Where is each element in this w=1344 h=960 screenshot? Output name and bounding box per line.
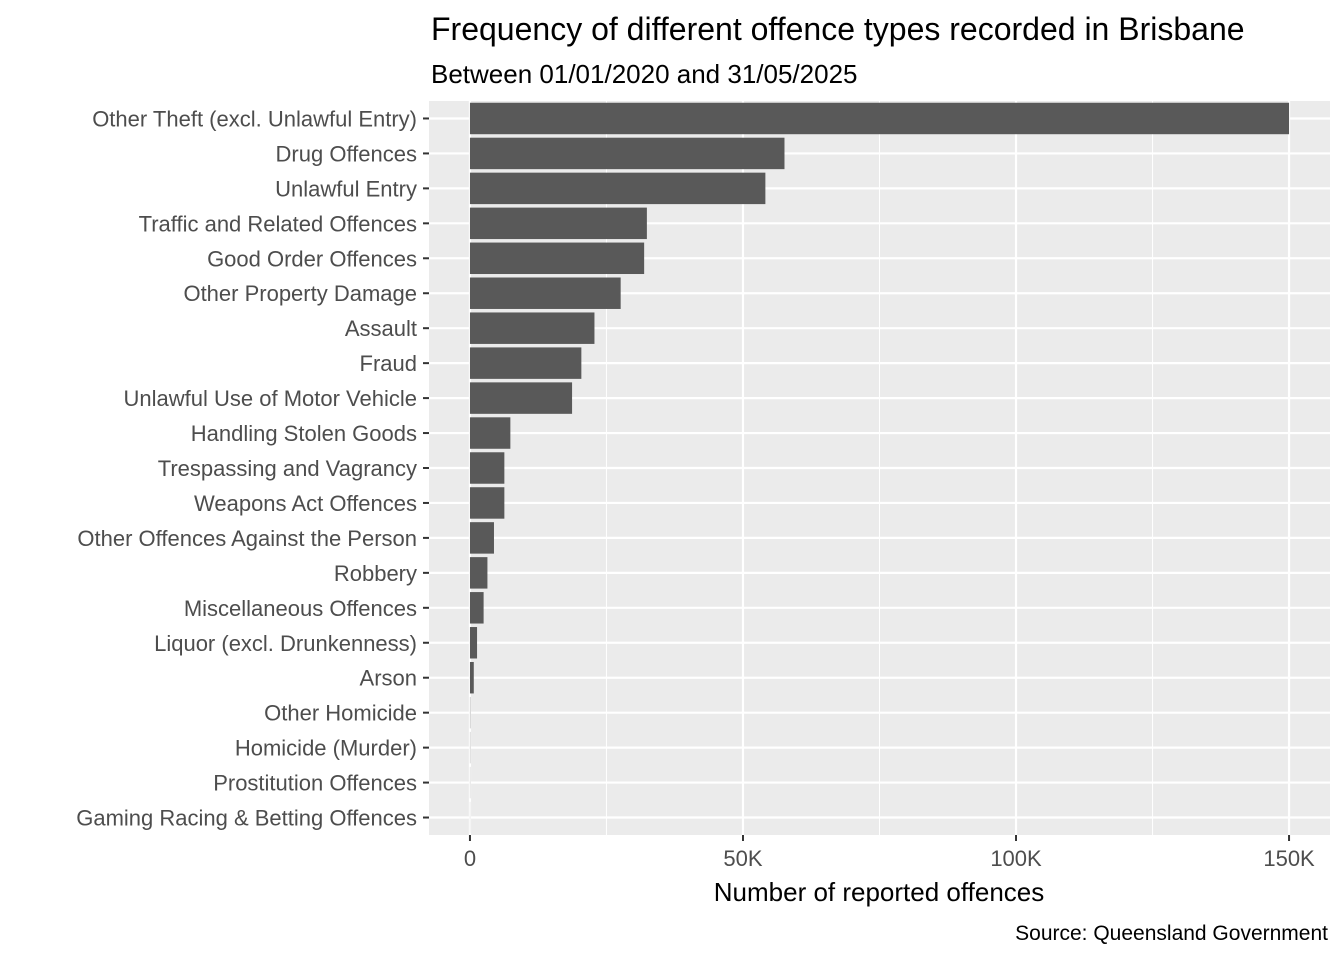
y-tick-label: Arson	[360, 666, 417, 691]
x-tick-label: 150K	[1263, 846, 1315, 871]
bar	[469, 347, 582, 379]
y-tick-label: Traffic and Related Offences	[139, 211, 417, 236]
y-tick-label: Drug Offences	[276, 141, 417, 166]
y-tick-label: Other Homicide	[264, 701, 417, 726]
bar	[469, 242, 645, 275]
y-tick-label: Trespassing and Vagrancy	[158, 456, 417, 481]
bar	[469, 277, 621, 309]
chart-subtitle: Between 01/01/2020 and 31/05/2025	[431, 59, 858, 89]
bar	[469, 312, 595, 344]
y-tick-label: Liquor (excl. Drunkenness)	[154, 631, 417, 656]
chart-caption: Source: Queensland Government	[1015, 922, 1328, 945]
y-tick-label: Assault	[345, 316, 417, 341]
y-tick-label: Other Theft (excl. Unlawful Entry)	[92, 106, 417, 131]
bar	[469, 102, 1290, 135]
bar	[469, 452, 505, 484]
chart-title: Frequency of different offence types rec…	[431, 11, 1245, 47]
y-tick-label: Prostitution Offences	[213, 771, 417, 796]
x-tick-label: 100K	[990, 846, 1042, 871]
y-tick-label: Handling Stolen Goods	[191, 421, 417, 446]
y-tick-label: Gaming Racing & Betting Offences	[76, 806, 417, 831]
x-axis: 0 50K 100K 150K	[464, 835, 1315, 871]
bar	[469, 592, 484, 624]
y-tick-label: Unlawful Entry	[275, 176, 417, 201]
y-tick-label: Homicide (Murder)	[235, 736, 417, 761]
y-axis: Other Theft (excl. Unlawful Entry) Drug O…	[76, 106, 429, 831]
bar	[469, 207, 647, 240]
x-tick-label: 0	[464, 846, 476, 871]
bar	[469, 522, 494, 554]
bar	[469, 487, 505, 519]
bars	[469, 102, 1290, 834]
y-tick-label: Miscellaneous Offences	[184, 596, 417, 621]
y-tick-label: Unlawful Use of Motor Vehicle	[124, 386, 417, 411]
bar	[469, 382, 573, 414]
bar	[469, 661, 474, 694]
bar	[469, 172, 766, 205]
y-tick-label: Fraud	[360, 351, 417, 376]
bar	[469, 137, 785, 170]
y-tick-label: Robbery	[334, 561, 417, 586]
x-axis-label: Number of reported offences	[714, 877, 1044, 907]
bar	[469, 417, 511, 449]
y-tick-label: Other Offences Against the Person	[77, 526, 417, 551]
bar	[469, 627, 478, 659]
y-tick-label: Good Order Offences	[207, 246, 417, 271]
x-tick-label: 50K	[723, 846, 762, 871]
y-tick-label: Weapons Act Offences	[194, 491, 417, 516]
bar	[469, 557, 488, 589]
y-tick-label: Other Property Damage	[183, 281, 417, 306]
